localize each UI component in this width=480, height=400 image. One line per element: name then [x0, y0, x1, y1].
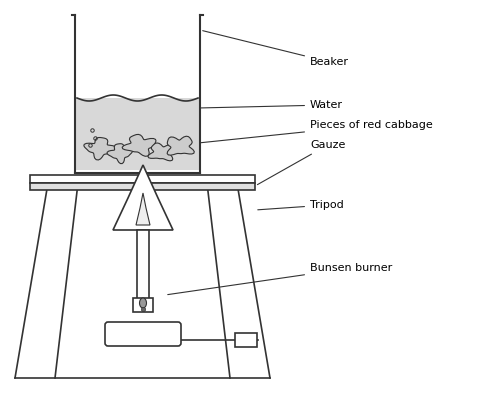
Text: Water: Water: [201, 100, 343, 110]
Ellipse shape: [140, 298, 146, 308]
Polygon shape: [122, 134, 156, 156]
Text: Tripod: Tripod: [258, 200, 344, 210]
Bar: [30, 183, 255, 190]
FancyBboxPatch shape: [105, 322, 181, 346]
Bar: [76, 98, 199, 170]
Polygon shape: [113, 165, 173, 230]
Bar: [133, 298, 153, 312]
Polygon shape: [107, 144, 132, 164]
Text: Gauze: Gauze: [257, 140, 346, 185]
Polygon shape: [84, 138, 117, 160]
Bar: [137, 230, 149, 310]
Text: Pieces of red cabbage: Pieces of red cabbage: [201, 120, 433, 143]
Polygon shape: [148, 143, 174, 161]
Text: Bunsen burner: Bunsen burner: [168, 263, 392, 295]
Polygon shape: [167, 136, 194, 155]
Bar: [30, 175, 255, 183]
Text: Beaker: Beaker: [203, 31, 349, 67]
Polygon shape: [136, 193, 150, 225]
Bar: [235, 333, 257, 347]
